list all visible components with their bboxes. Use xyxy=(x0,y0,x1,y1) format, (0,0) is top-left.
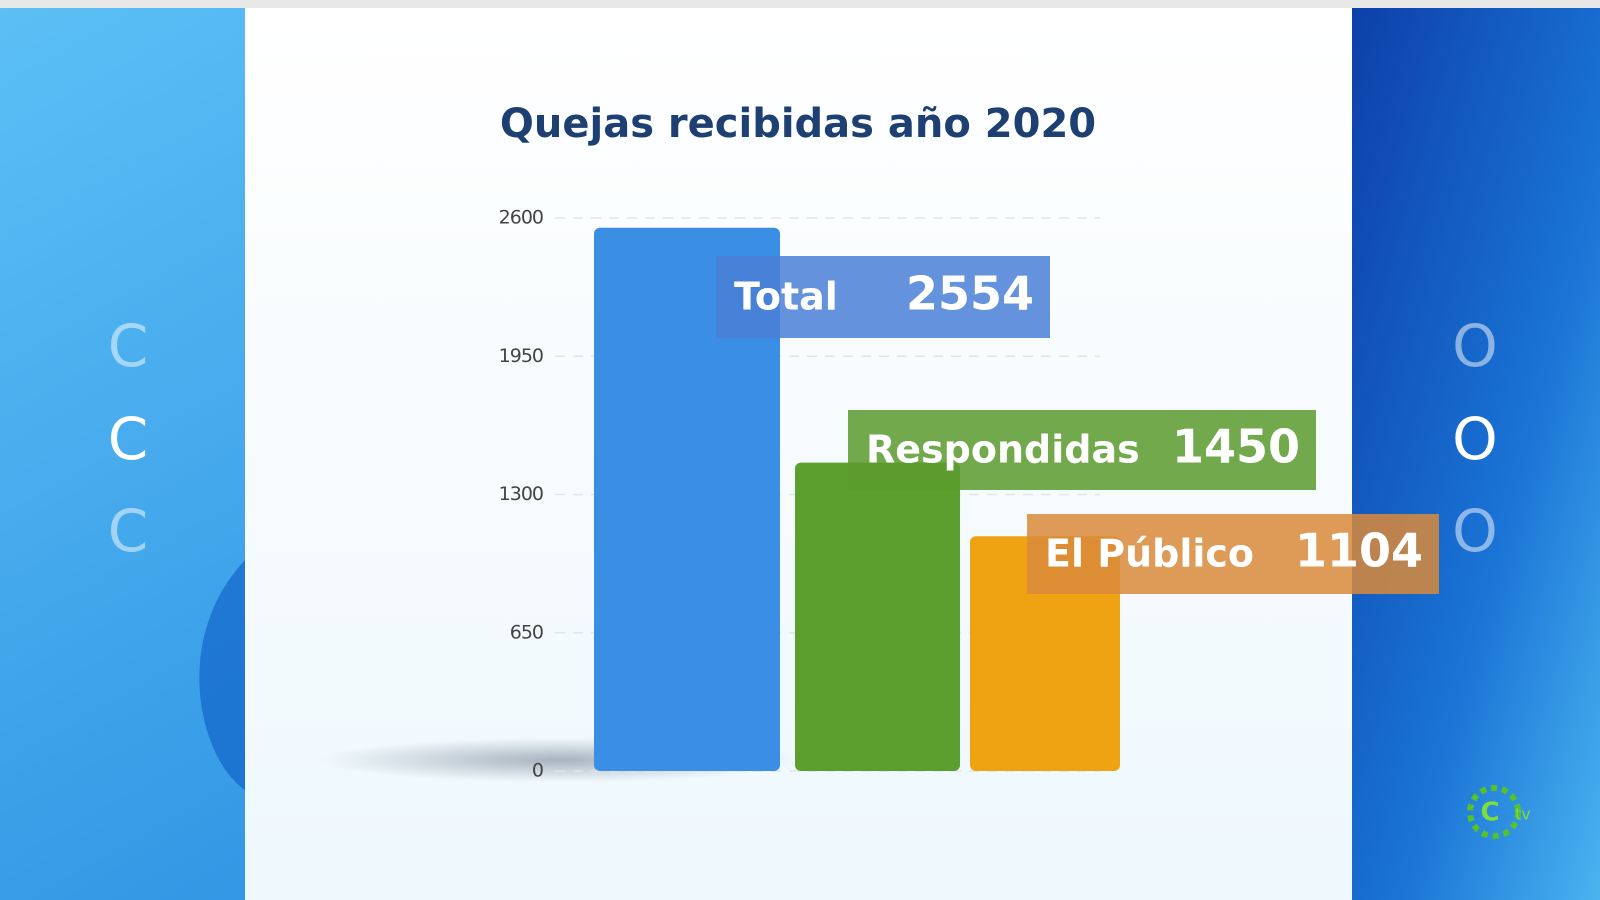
top-border xyxy=(0,0,1600,8)
y-tick-label: 2600 xyxy=(499,207,543,229)
side-letter: C xyxy=(108,312,149,380)
logo-text: tv xyxy=(1515,805,1531,824)
value-label: 2554 xyxy=(906,267,1034,321)
label-box xyxy=(848,410,1316,490)
y-tick-label: 650 xyxy=(510,621,543,643)
bar xyxy=(795,462,960,771)
background-right xyxy=(1350,0,1600,900)
label-box xyxy=(1027,514,1439,594)
bar xyxy=(594,227,780,772)
side-letter: O xyxy=(1452,497,1498,565)
side-letter: C xyxy=(108,497,149,565)
side-letter: C xyxy=(108,405,149,473)
background-swoosh xyxy=(199,560,245,790)
chart: 0 650 1300 1950 2600 Total 2554 Respondidas 1450… xyxy=(499,207,1439,782)
y-tick-label: 1300 xyxy=(499,483,543,505)
bar xyxy=(970,536,1120,771)
category-label: Total xyxy=(734,275,838,319)
value-label: 1450 xyxy=(1172,420,1300,474)
logo-mark: C xyxy=(1480,798,1499,828)
logo: C tv xyxy=(1467,785,1531,839)
side-letter: O xyxy=(1452,405,1498,473)
y-tick-label: 1950 xyxy=(499,345,543,367)
value-label: 1104 xyxy=(1295,524,1423,578)
category-label: Respondidas xyxy=(866,428,1140,472)
side-letter: O xyxy=(1452,312,1498,380)
chart-title: Quejas recibidas año 2020 xyxy=(500,101,1096,147)
category-label: El Público xyxy=(1045,532,1254,576)
y-tick-label: 0 xyxy=(532,760,543,782)
label-box xyxy=(716,256,1050,338)
